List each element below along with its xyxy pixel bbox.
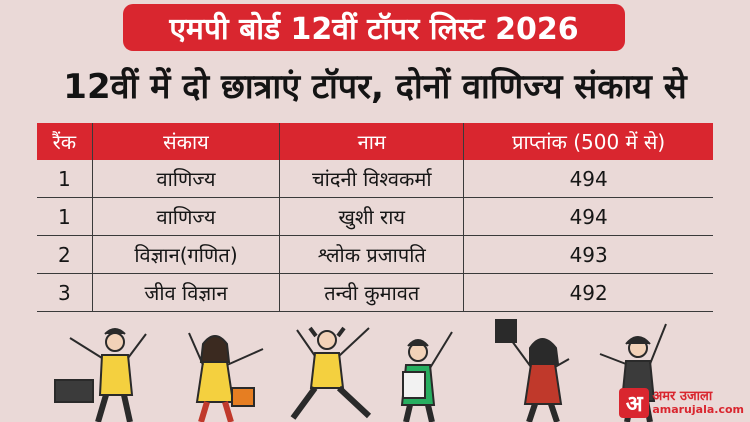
marks-cell: 494 bbox=[463, 197, 713, 236]
marks-cell: 494 bbox=[463, 160, 713, 198]
header-name: नाम bbox=[279, 123, 464, 160]
logo-mark: अ bbox=[619, 388, 650, 418]
amar-ujala-logo: अ अमर उजाला amarujala.com bbox=[619, 388, 744, 418]
student-figure-5 bbox=[495, 319, 570, 422]
header-stream: संकाय bbox=[91, 123, 280, 160]
logo-name: अमर उजाला bbox=[652, 389, 713, 405]
table-row: 1 वाणिज्य चांदनी विश्वकर्मा 494 bbox=[37, 160, 713, 198]
header-rank: रैंक bbox=[37, 123, 93, 160]
table-row: 3 जीव विज्ञान तन्वी कुमावत 492 bbox=[37, 273, 713, 312]
banner-title: एमपी बोर्ड 12वीं टॉपर लिस्ट 2026 bbox=[169, 12, 579, 47]
name-cell: तन्वी कुमावत bbox=[279, 273, 464, 312]
topper-table: रैंक संकाय नाम प्राप्तांक (500 में से) 1… bbox=[37, 123, 713, 312]
stream-cell: जीव विज्ञान bbox=[91, 273, 280, 312]
rank-cell: 1 bbox=[37, 197, 93, 236]
rank-cell: 3 bbox=[37, 273, 93, 312]
table-header-row: रैंक संकाय नाम प्राप्तांक (500 में से) bbox=[37, 123, 713, 160]
rank-cell: 1 bbox=[37, 160, 93, 198]
table-row: 1 वाणिज्य खुशी राय 494 bbox=[37, 197, 713, 236]
header-marks: प्राप्तांक (500 में से) bbox=[463, 123, 713, 160]
student-figure-3 bbox=[290, 326, 372, 420]
logo-url: amarujala.com bbox=[652, 403, 744, 417]
student-figure-2 bbox=[188, 332, 264, 422]
logo-text: अमर उजाला amarujala.com bbox=[652, 390, 744, 415]
name-cell: चांदनी विश्वकर्मा bbox=[279, 160, 464, 198]
marks-cell: 493 bbox=[463, 235, 713, 274]
name-cell: श्लोक प्रजापति bbox=[279, 235, 464, 274]
table-row: 2 विज्ञान(गणित) श्लोक प्रजापति 493 bbox=[37, 235, 713, 274]
rank-cell: 2 bbox=[37, 235, 93, 274]
student-figure-4 bbox=[400, 331, 453, 422]
stream-cell: विज्ञान(गणित) bbox=[91, 235, 280, 274]
headline-banner: एमपी बोर्ड 12वीं टॉपर लिस्ट 2026 bbox=[123, 4, 625, 51]
stream-cell: वाणिज्य bbox=[91, 160, 280, 198]
stream-cell: वाणिज्य bbox=[91, 197, 280, 236]
marks-cell: 492 bbox=[463, 273, 713, 312]
student-figure-1 bbox=[54, 328, 147, 422]
name-cell: खुशी राय bbox=[279, 197, 464, 236]
subheadline: 12वीं में दो छात्राएं टॉपर, दोनों वाणिज्… bbox=[63, 67, 687, 107]
